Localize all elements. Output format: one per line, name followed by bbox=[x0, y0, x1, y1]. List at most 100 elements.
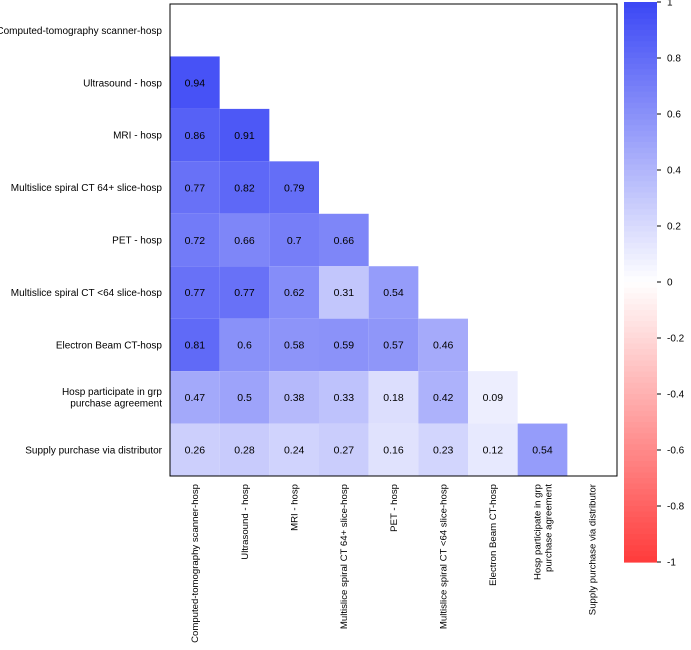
colorbar-segment bbox=[624, 248, 657, 255]
colorbar-segment bbox=[624, 181, 657, 188]
x-tick-label: Multislice spiral CT <64 slice-hosp bbox=[439, 484, 450, 629]
cell-value-label: 0.66 bbox=[234, 235, 255, 247]
colorbar-segment bbox=[624, 136, 657, 143]
cell-value-label: 0.33 bbox=[334, 392, 355, 404]
colorbar-segment bbox=[624, 18, 657, 25]
heatmap-cell bbox=[219, 318, 270, 372]
colorbar-segment bbox=[624, 192, 657, 199]
colorbar-segment bbox=[624, 478, 657, 485]
heatmap-cell bbox=[319, 371, 369, 424]
cell-value-label: 0.46 bbox=[433, 340, 454, 352]
colorbar-segment bbox=[624, 270, 657, 277]
heatmap-cell bbox=[517, 423, 568, 476]
colorbar-segment bbox=[624, 310, 657, 317]
cell-value-label: 0.54 bbox=[532, 445, 553, 457]
cell-value-label: 0.77 bbox=[234, 287, 255, 299]
colorbar-segment bbox=[624, 102, 657, 109]
colorbar-segment bbox=[624, 382, 657, 389]
colorbar-tick-label: 0.2 bbox=[667, 222, 681, 233]
colorbar-segment bbox=[624, 58, 657, 65]
colorbar-segment bbox=[624, 226, 657, 233]
colorbar-segment bbox=[624, 332, 657, 339]
colorbar-segment bbox=[624, 349, 657, 356]
cell-value-label: 0.58 bbox=[284, 340, 305, 352]
heatmap-cell bbox=[418, 371, 468, 424]
cell-value-label: 0.86 bbox=[185, 130, 206, 142]
colorbar-segment bbox=[624, 41, 657, 48]
x-tick-label: Electron Beam CT-hosp bbox=[488, 484, 499, 586]
x-axis-labels: Computed-tomography scanner-hosp Ultrasou… bbox=[190, 483, 598, 643]
colorbar-segment bbox=[624, 220, 657, 227]
colorbar-segment bbox=[624, 343, 657, 350]
x-tick-label: Multislice spiral CT 64+ slice-hosp bbox=[339, 484, 350, 629]
cell-value-label: 0.6 bbox=[237, 340, 252, 352]
colorbar-segment bbox=[624, 242, 657, 249]
y-tick-label: Ultrasound - hosp bbox=[83, 78, 162, 89]
colorbar-segment bbox=[624, 444, 657, 451]
colorbar-segment bbox=[624, 511, 657, 518]
colorbar-tick-label: -0.2 bbox=[667, 334, 685, 345]
heatmap-cell bbox=[269, 423, 319, 476]
colorbar-segment bbox=[624, 52, 657, 59]
colorbar-segment bbox=[624, 35, 657, 42]
colorbar-segment bbox=[624, 326, 657, 333]
cell-value-label: 0.77 bbox=[185, 182, 206, 194]
colorbar-segment bbox=[624, 125, 657, 132]
colorbar-segment bbox=[624, 315, 657, 322]
colorbar-segment bbox=[624, 7, 657, 14]
colorbar-segment bbox=[624, 119, 657, 126]
colorbar-segment bbox=[624, 377, 657, 384]
colorbar-segment bbox=[624, 550, 657, 557]
cell-value-label: 0.23 bbox=[433, 445, 454, 457]
heatmap-cell bbox=[269, 318, 319, 372]
colorbar-segment bbox=[624, 142, 657, 149]
colorbar-segment bbox=[624, 517, 657, 524]
colorbar-segment bbox=[624, 528, 657, 535]
cell-value-label: 0.66 bbox=[334, 235, 355, 247]
colorbar-tick-label: 0.6 bbox=[667, 110, 681, 121]
cell-value-label: 0.42 bbox=[433, 392, 454, 404]
colorbar-segment bbox=[624, 338, 657, 345]
heatmap-cells: 0.94 0.86 0.91 0.77 0.82 0.79 0.72 0.66 0.7 0.66 0… bbox=[170, 56, 568, 476]
colorbar-segment bbox=[624, 147, 657, 154]
cell-value-label: 0.79 bbox=[284, 182, 305, 194]
colorbar-segment bbox=[624, 522, 657, 529]
y-tick-label: Supply purchase via distributor bbox=[25, 445, 162, 456]
heatmap-cell bbox=[269, 161, 319, 214]
colorbar-segment bbox=[624, 69, 657, 76]
heatmap-cell bbox=[170, 266, 220, 319]
colorbar-segment bbox=[624, 388, 657, 395]
heatmap-cell bbox=[368, 371, 419, 424]
heatmap-cell bbox=[319, 318, 369, 372]
heatmap-cell bbox=[219, 213, 270, 267]
colorbar-tick-label: 0 bbox=[667, 278, 673, 289]
heatmap-cell bbox=[170, 423, 220, 476]
cell-value-label: 0.91 bbox=[234, 130, 255, 142]
cell-value-label: 0.59 bbox=[334, 340, 355, 352]
cell-value-label: 0.94 bbox=[185, 77, 206, 89]
colorbar-segment bbox=[624, 545, 657, 552]
heatmap-cell bbox=[368, 318, 419, 372]
colorbar-segment bbox=[624, 461, 657, 468]
colorbar-segment bbox=[624, 175, 657, 182]
heatmap-cell bbox=[170, 213, 220, 267]
colorbar-segment bbox=[624, 483, 657, 490]
colorbar-segment bbox=[624, 153, 657, 160]
colorbar-segment bbox=[624, 108, 657, 115]
heatmap-cell bbox=[170, 161, 220, 214]
colorbar-tick-label: -1 bbox=[667, 558, 676, 569]
colorbar-segment bbox=[624, 534, 657, 541]
colorbar-segment bbox=[624, 259, 657, 266]
colorbar-segment bbox=[624, 97, 657, 104]
heatmap-cell bbox=[269, 371, 319, 424]
colorbar-segment bbox=[624, 276, 657, 283]
colorbar-segment bbox=[624, 214, 657, 221]
colorbar-segment bbox=[624, 371, 657, 378]
colorbar-segment bbox=[624, 506, 657, 513]
colorbar-segment bbox=[624, 63, 657, 70]
colorbar-segment bbox=[624, 304, 657, 311]
colorbar-segment bbox=[624, 198, 657, 205]
colorbar-segment bbox=[624, 46, 657, 53]
colorbar-segment bbox=[624, 422, 657, 429]
colorbar-segment bbox=[624, 209, 657, 216]
